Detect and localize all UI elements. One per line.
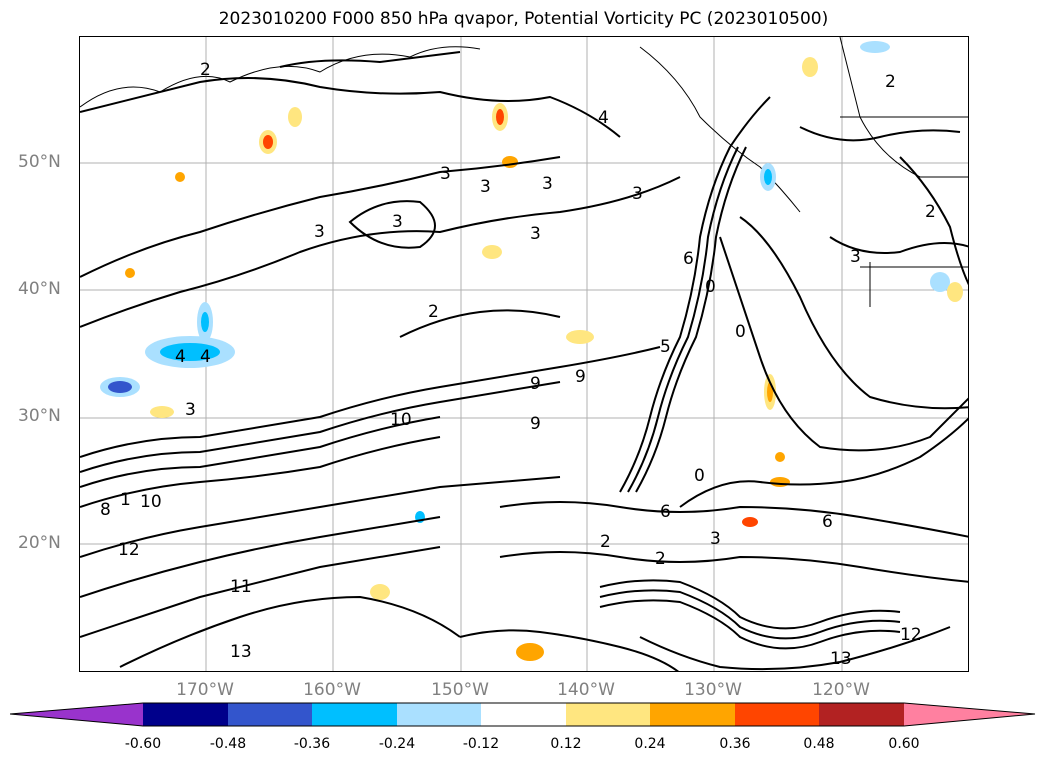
map-plot-area: 3 3 3 3 3 3 3 2 2 2 2 4 4 4 5 6 6 0 0 0 … (79, 36, 969, 672)
contour-labels: 3 3 3 3 3 3 3 2 2 2 2 4 4 4 5 6 6 0 0 0 … (100, 60, 936, 669)
contour-label: 13 (230, 642, 252, 662)
contour-label: 0 (735, 322, 746, 342)
contour-label: 10 (140, 492, 162, 512)
contour-label: 4 (200, 347, 211, 367)
lon-label-170w: 170°W (176, 680, 234, 700)
map-title: 2023010200 F000 850 hPa qvapor, Potentia… (218, 9, 829, 29)
contour-label: 9 (575, 367, 586, 387)
contour-label: 6 (822, 512, 833, 532)
contour-label: 3 (710, 529, 721, 549)
contour-label: 3 (440, 164, 451, 184)
colorbar-swatch (566, 703, 650, 726)
contour-label: 2 (600, 532, 611, 552)
colorbar-tick: -0.48 (209, 736, 247, 752)
shaded-features (100, 41, 963, 661)
contour-label: 3 (530, 224, 541, 244)
lon-label-120w: 120°W (812, 680, 870, 700)
colorbar-swatch (735, 703, 819, 726)
colorbar-swatch (650, 703, 735, 726)
colorbar-outline (10, 702, 1036, 727)
colorbar-tick: 0.12 (550, 736, 582, 752)
contour-label: 3 (542, 174, 553, 194)
lat-label-30n: 30°N (18, 406, 61, 426)
colorbar-tick: -0.60 (124, 736, 162, 752)
colorbar-tick: -0.24 (378, 736, 416, 752)
contour-lines (80, 51, 968, 671)
contour-label: 5 (660, 337, 671, 357)
contour-label: 8 (100, 500, 111, 520)
contour-label: 2 (925, 202, 936, 222)
contour-label: 1 (120, 490, 131, 510)
contour-label: 0 (694, 466, 705, 486)
coastlines (80, 37, 968, 307)
lon-label-160w: 160°W (303, 680, 361, 700)
lon-label-130w: 130°W (684, 680, 742, 700)
colorbar-swatch (143, 703, 228, 726)
contour-label: 9 (530, 414, 541, 434)
contour-label: 12 (900, 625, 922, 645)
colorbar-swatch (819, 703, 904, 726)
contour-label: 3 (185, 400, 196, 420)
colorbar-tick: 0.36 (719, 736, 751, 752)
colorbar-tick: -0.12 (462, 736, 500, 752)
lat-label-40n: 40°N (18, 279, 61, 299)
lat-label-50n: 50°N (18, 152, 61, 172)
contour-label: 3 (392, 212, 403, 232)
contour-label: 4 (598, 108, 609, 128)
contour-label: 3 (632, 184, 643, 204)
contour-label: 10 (390, 410, 412, 430)
map-svg: 3 3 3 3 3 3 3 2 2 2 2 4 4 4 5 6 6 0 0 0 … (80, 37, 968, 671)
lon-label-150w: 150°W (431, 680, 489, 700)
contour-label: 3 (314, 222, 325, 242)
contour-label: 12 (118, 540, 140, 560)
colorbar-extend-max (904, 703, 1035, 726)
contour-label: 6 (660, 502, 671, 522)
colorbar-extend-min (10, 703, 143, 726)
contour-label: 13 (830, 649, 852, 669)
colorbar-swatch (312, 703, 397, 726)
contour-label: 3 (850, 247, 861, 267)
contour-label: 2 (655, 549, 666, 569)
contour-label: 6 (683, 249, 694, 269)
contour-label: 11 (230, 577, 252, 597)
contour-label: 9 (530, 374, 541, 394)
contour-label: 4 (175, 347, 186, 367)
lat-label-20n: 20°N (18, 533, 61, 553)
colorbar-swatch (481, 703, 566, 726)
colorbar-swatch (397, 703, 481, 726)
colorbar-tick: 0.48 (803, 736, 835, 752)
contour-label: 3 (480, 177, 491, 197)
contour-label: 2 (200, 60, 211, 80)
contour-label: 2 (885, 72, 896, 92)
gridlines (80, 37, 968, 671)
colorbar-tick: 0.24 (634, 736, 666, 752)
colorbar-tick: -0.36 (293, 736, 331, 752)
colorbar (10, 702, 1036, 727)
colorbar-swatch (228, 703, 312, 726)
contour-label: 2 (428, 302, 439, 322)
lon-label-140w: 140°W (557, 680, 615, 700)
contour-label: 0 (705, 277, 716, 297)
colorbar-tick: 0.60 (888, 736, 920, 752)
